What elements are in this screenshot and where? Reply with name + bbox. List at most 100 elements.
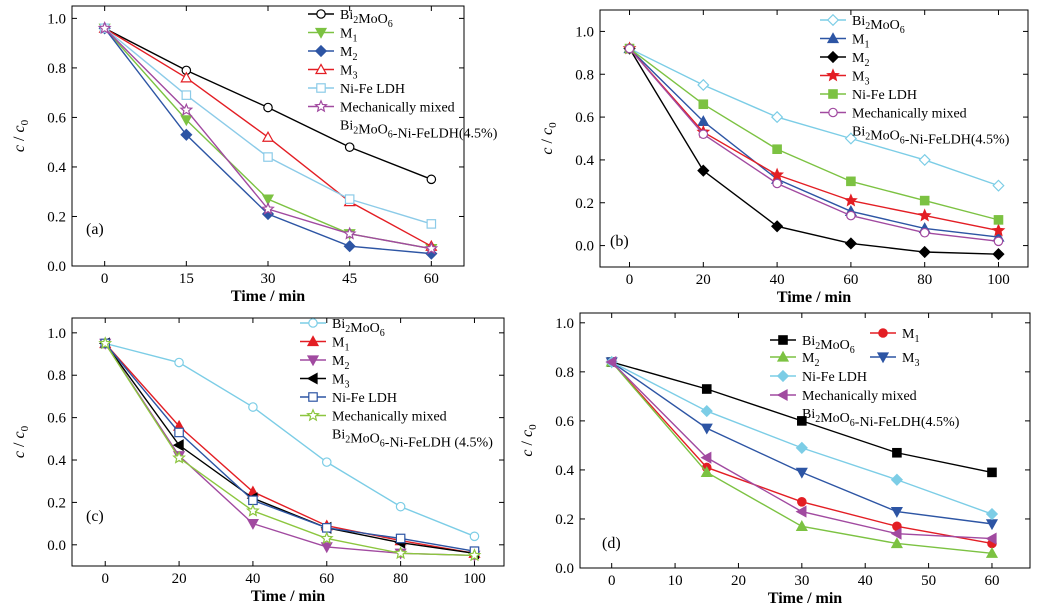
legend-label: M1 [340,27,357,45]
series-ni-fe-ldh [605,355,999,521]
panel-label: (c) [86,508,104,525]
data-point [890,527,902,540]
data-point [180,128,193,141]
series-line [105,342,475,537]
data-point [844,193,858,207]
data-point [261,201,275,215]
y-tick-label: 0.6 [47,110,66,126]
y-tick-label: 0.8 [47,368,66,384]
data-point [701,384,712,394]
panel-b: 0 20 40 60 80 100 0.0 0.2 0.4 0.6 0.8 1.0 Time / min… [539,9,1029,306]
legend-marker [314,27,328,39]
data-point [426,219,437,229]
legend-label-line2: Bi2MoO6-Ni-FeLDH (4.5%) [332,428,493,451]
y-tick-label: 0.8 [47,61,66,77]
x-tick-label: 60 [843,272,858,288]
y-tick-label: 0.4 [575,153,594,169]
data-point [918,153,931,167]
x-tick-label: 45 [342,271,357,287]
data-point [467,548,482,562]
legend-label: M1 [332,336,349,354]
legend-label-line2: Bi2MoO6-Ni-FeLDH(4.5%) [852,125,1010,148]
legend-marker [826,32,840,44]
x-tick-label: 40 [858,573,873,589]
data-point [469,531,480,542]
data-point [987,467,997,478]
series-line [104,343,475,557]
data-point [919,195,930,206]
plot-frame [579,312,1031,569]
y-tick-label: 1.0 [47,326,66,342]
series-line [104,342,475,552]
legend-marker [314,44,328,58]
y-tick-label: 0.4 [47,160,66,176]
data-point [395,501,406,512]
data-point [985,507,999,521]
data-point [395,533,406,544]
data-point [179,102,194,116]
data-point [772,178,782,189]
data-point [890,473,903,486]
data-point [697,78,710,92]
legend-label: Mechanically mixed [852,107,967,122]
data-point [795,505,807,518]
legend-marker [306,335,320,347]
x-tick-label: 10 [668,573,683,589]
series-m2 [605,355,999,558]
data-point [261,130,275,142]
data-point [246,503,260,517]
series-line [628,48,999,242]
legend-marker [876,352,890,364]
series-mechanically-mixed [98,336,482,562]
series-line [104,343,475,554]
legend-label: Mechanically mixed [332,410,447,425]
x-tick-label: 30 [261,271,276,287]
data-point [248,495,258,506]
data-point [772,144,782,155]
legend-label: Ni-Fe LDH [332,391,397,406]
x-tick-label: 40 [770,272,785,288]
panel-d: 0 10 20 30 40 50 60 0.0 0.2 0.4 0.6 0.8 1.0 Time / mi… [519,312,1031,607]
data-point [98,336,113,350]
y-axis-label: c / c0 [539,122,559,155]
data-point [917,208,932,222]
legend-marker [778,335,788,345]
y-tick-label: 0.0 [47,259,66,275]
y-tick-label: 0.8 [555,365,574,381]
data-point [844,132,857,145]
data-point [700,466,713,478]
data-point [624,43,635,54]
legend-marker [776,388,788,402]
x-tick-label: 40 [245,571,260,587]
x-tick-label: 0 [626,272,634,288]
x-tick-label: 100 [463,571,486,587]
data-point [985,519,999,531]
legend-marker [826,68,840,82]
panel-label: (b) [610,233,629,250]
x-tick-label: 20 [696,272,711,288]
series-line [104,342,475,554]
panel-label: (a) [86,221,104,238]
legend-marker [314,63,328,75]
data-point [344,142,355,152]
data-point [263,102,273,113]
x-tick-label: 0 [101,571,109,587]
series-line [628,48,999,255]
panel-label: (d) [602,535,621,552]
data-point [180,71,193,83]
y-axis-label: c / c0 [11,119,31,152]
legend-marker [828,89,838,99]
data-point [344,194,355,204]
legend-label: Ni-Fe LDH [340,82,405,97]
data-point [844,237,857,250]
y-tick-label: 0.6 [47,411,66,427]
x-tick-label: 0 [608,573,616,589]
y-tick-label: 0.4 [47,453,66,469]
legend-label-line2: Bi2MoO6-Ni-FeLDH(4.5%) [340,119,498,142]
data-point [246,518,259,530]
plot-frame [71,317,505,567]
x-tick-label: 80 [393,571,408,587]
data-point [700,423,713,435]
data-point [697,164,710,177]
data-point [605,355,617,369]
